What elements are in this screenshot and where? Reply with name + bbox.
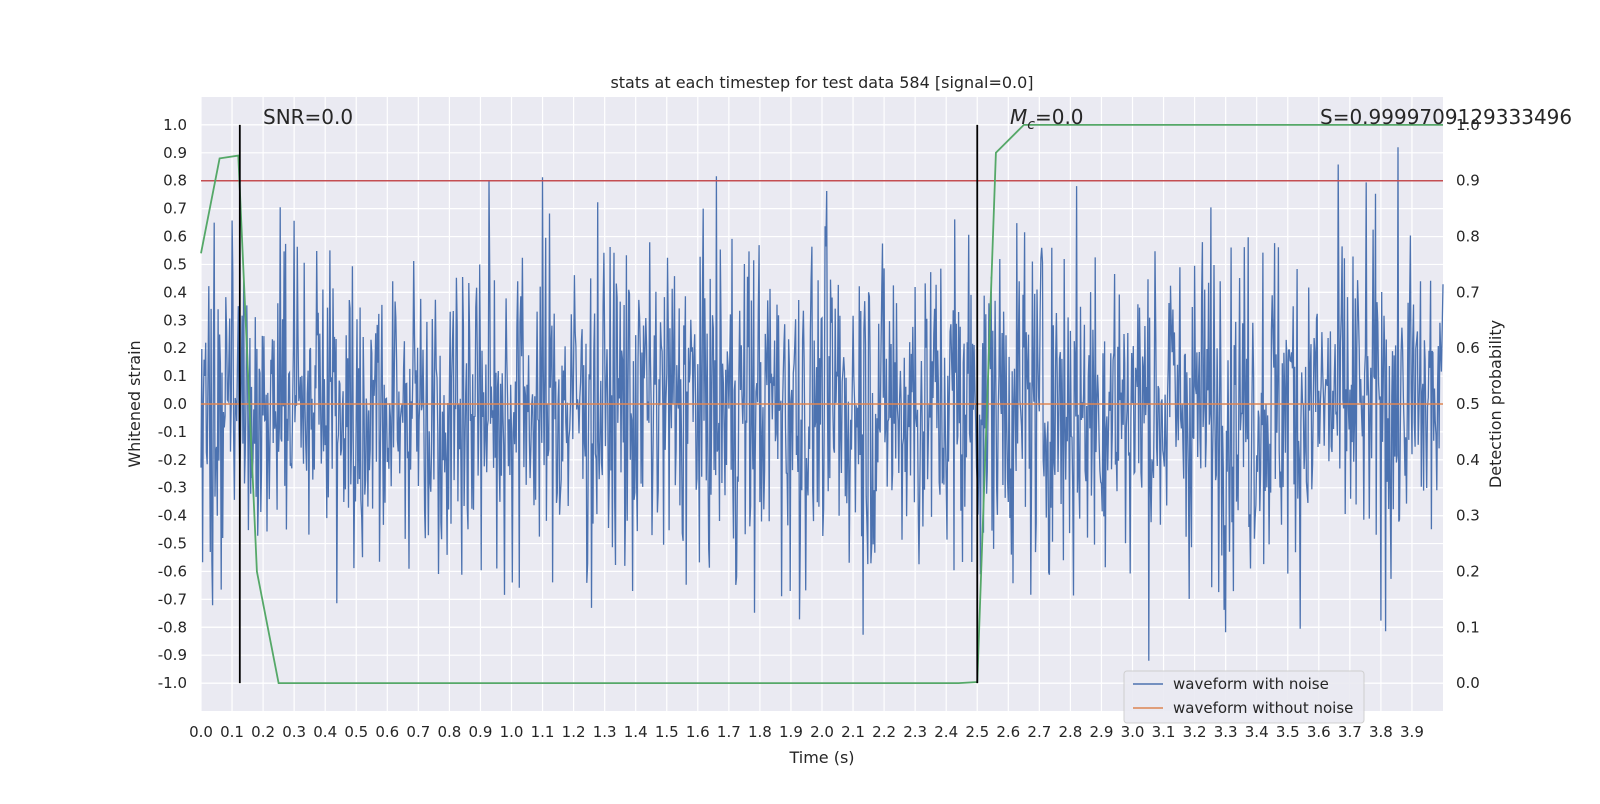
x-tick-label: 1.7 [717, 723, 741, 741]
x-tick-label: 1.3 [593, 723, 617, 741]
x-tick-label: 0.1 [220, 723, 244, 741]
y2-tick-label: 0.7 [1456, 283, 1480, 301]
y2-tick-label: 1.0 [1456, 116, 1480, 134]
y-tick-label: -0.5 [158, 535, 187, 553]
x-tick-label: 0.7 [406, 723, 430, 741]
y2-tick-labels: 1.0 0.9 0.8 0.7 0.6 0.5 0.4 0.3 0.2 0.1 0.0 [1456, 116, 1480, 692]
x-axis-label: Time (s) [788, 748, 854, 767]
x-tick-label: 1.8 [748, 723, 772, 741]
legend: waveform with noise waveform without noi… [1123, 670, 1365, 724]
x-tick-label: 3.7 [1338, 723, 1362, 741]
y-tick-label: 0.8 [163, 172, 187, 190]
y2-tick-label: 0.3 [1456, 507, 1480, 525]
y2-tick-label: 0.1 [1456, 618, 1480, 636]
vertical-markers [238, 124, 979, 684]
snr-annotation: SNR=0.0 [263, 105, 353, 129]
chart-title: stats at each timestep for test data 584… [610, 73, 1033, 92]
y-tick-label: 0.5 [163, 255, 187, 273]
y-tick-label: -1.0 [158, 674, 187, 692]
detection-probability-line [200, 124, 1443, 684]
x-tick-label: 1.6 [686, 723, 710, 741]
x-tick-label: 2.0 [810, 723, 834, 741]
x-tick-label: 3.2 [1183, 723, 1207, 741]
y2-axis-label: Detection probability [1486, 320, 1505, 488]
x-tick-label: 3.1 [1152, 723, 1176, 741]
x-tick-label: 2.4 [934, 723, 958, 741]
x-tick-label: 3.3 [1214, 723, 1238, 741]
y-tick-label: -0.3 [158, 479, 187, 497]
x-tick-label: 2.9 [1090, 723, 1114, 741]
x-tick-label: 2.1 [841, 723, 865, 741]
y-tick-label: 0.1 [163, 367, 187, 385]
x-tick-label: 3.9 [1400, 723, 1424, 741]
chirp-mass-annotation: Mc=0.0 [1010, 105, 1084, 133]
legend-label-clean: waveform without noise [1173, 699, 1353, 717]
x-tick-label: 2.5 [965, 723, 989, 741]
y2-tick-label: 0.5 [1456, 395, 1480, 413]
y-tick-label: -0.1 [158, 423, 187, 441]
x-tick-label: 2.3 [903, 723, 927, 741]
x-tick-label: 0.6 [375, 723, 399, 741]
y-tick-label: 0.9 [163, 144, 187, 162]
chirp-mass-symbol: M [1010, 105, 1027, 129]
x-tick-label: 2.8 [1058, 723, 1082, 741]
chirp-mass-subscript: c [1027, 117, 1035, 133]
x-tick-label: 3.4 [1245, 723, 1269, 741]
x-tick-label: 3.6 [1307, 723, 1331, 741]
x-tick-label: 0.0 [189, 723, 213, 741]
y-tick-label: -0.4 [158, 507, 187, 525]
x-tick-label: 0.5 [344, 723, 368, 741]
y2-tick-label: 0.4 [1456, 451, 1480, 469]
y-tick-label: -0.9 [158, 646, 187, 664]
y-tick-label: -0.8 [158, 618, 187, 636]
x-tick-labels: 0.0 0.1 0.2 0.3 0.4 0.5 0.6 0.7 0.8 0.9 1.0 1.1 1.2 1… [189, 723, 1424, 741]
x-tick-label: 1.5 [655, 723, 679, 741]
y-tick-label: 1.0 [163, 116, 187, 134]
y-tick-label: 0.3 [163, 311, 187, 329]
y2-tick-label: 0.6 [1456, 339, 1480, 357]
x-tick-label: 1.4 [624, 723, 648, 741]
x-tick-label: 0.4 [313, 723, 337, 741]
x-tick-label: 1.2 [562, 723, 586, 741]
y-tick-labels: 1.0 0.9 0.8 0.7 0.6 0.5 0.4 0.3 0.2 0.1 0.0 -0.1 -0.… [158, 116, 187, 692]
legend-label-noise: waveform with noise [1173, 675, 1329, 693]
x-tick-label: 0.3 [282, 723, 306, 741]
x-tick-label: 0.2 [251, 723, 275, 741]
x-tick-label: 2.7 [1027, 723, 1051, 741]
y-tick-label: -0.6 [158, 562, 187, 580]
y2-tick-label: 0.2 [1456, 562, 1480, 580]
waveform-with-noise-line [200, 147, 1444, 661]
x-tick-label: 1.1 [531, 723, 555, 741]
x-tick-label: 1.9 [779, 723, 803, 741]
x-tick-label: 3.8 [1369, 723, 1393, 741]
detection-probability-series [200, 124, 1443, 684]
score-annotation: S=0.9999709129333496 [1320, 105, 1572, 129]
y-tick-label: 0.2 [163, 339, 187, 357]
chirp-mass-value: =0.0 [1035, 105, 1084, 129]
y-tick-label: 0.4 [163, 283, 187, 301]
y-axis-label: Whitened strain [125, 340, 144, 467]
y2-tick-label: 0.8 [1456, 228, 1480, 246]
x-tick-label: 0.8 [437, 723, 461, 741]
x-tick-label: 2.2 [872, 723, 896, 741]
y2-tick-label: 0.0 [1456, 674, 1480, 692]
x-tick-label: 2.6 [996, 723, 1020, 741]
waveform-with-noise-series [200, 147, 1444, 661]
y-tick-label: -0.7 [158, 590, 187, 608]
y-tick-label: -0.2 [158, 451, 187, 469]
y-tick-label: 0.0 [163, 395, 187, 413]
y-tick-label: 0.6 [163, 228, 187, 246]
legend-box [1123, 670, 1365, 724]
y-tick-label: 0.7 [163, 200, 187, 218]
x-tick-label: 1.0 [500, 723, 524, 741]
x-tick-label: 3.5 [1276, 723, 1300, 741]
y2-tick-label: 0.9 [1456, 172, 1480, 190]
x-tick-label: 3.0 [1121, 723, 1145, 741]
x-tick-label: 0.9 [469, 723, 493, 741]
